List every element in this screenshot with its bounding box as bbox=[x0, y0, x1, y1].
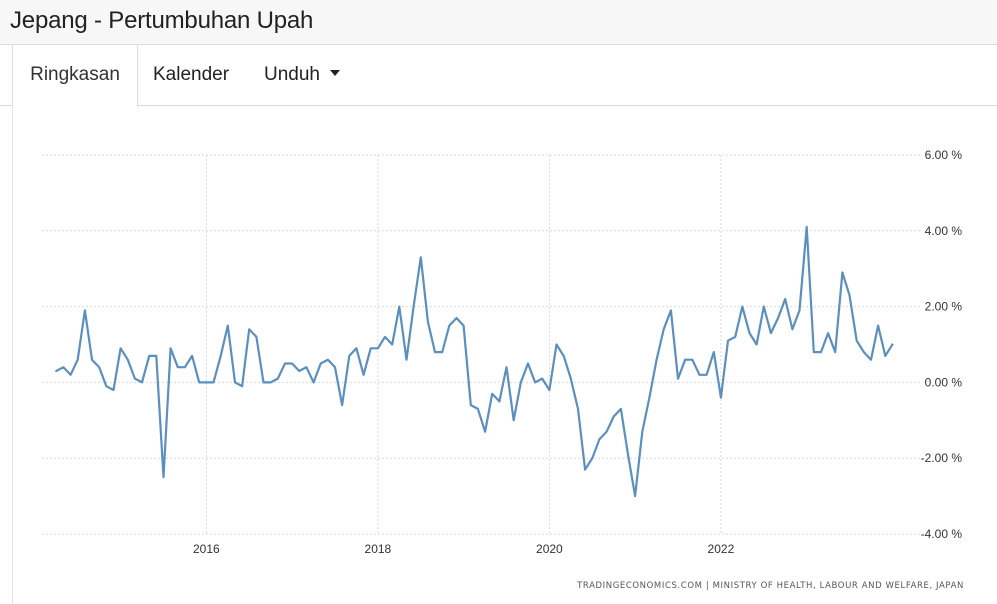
chart-series bbox=[55, 225, 894, 498]
tab-kalender-label: Kalender bbox=[153, 64, 230, 85]
chart-grid bbox=[42, 154, 921, 535]
x-tick-label: 2016 bbox=[193, 542, 220, 556]
y-tick-label: 2.00 % bbox=[925, 300, 963, 314]
y-tick-label: -4.00 % bbox=[921, 527, 963, 541]
tab-unduh-dropdown[interactable]: Unduh bbox=[264, 45, 340, 106]
y-axis-labels: 6.00 % 4.00 % 2.00 % 0.00 % -2.00 % -4.00 % bbox=[921, 148, 963, 541]
tab-ringkasan[interactable]: Ringkasan bbox=[12, 45, 138, 107]
tab-bar: Ringkasan Kalender Unduh bbox=[0, 45, 997, 107]
x-tick-label: 2020 bbox=[536, 542, 563, 556]
chart-source: TRADINGECONOMICS.COM | MINISTRY OF HEALT… bbox=[576, 581, 964, 591]
y-tick-label: -2.00 % bbox=[921, 451, 963, 465]
title-bar: Jepang - Pertumbuhan Upah bbox=[0, 0, 997, 45]
tab-ringkasan-label: Ringkasan bbox=[30, 64, 120, 85]
x-tick-label: 2022 bbox=[708, 542, 735, 556]
y-tick-label: 6.00 % bbox=[925, 148, 963, 162]
y-tick-label: 0.00 % bbox=[925, 375, 963, 389]
y-tick-label: 4.00 % bbox=[925, 224, 963, 238]
panel-left-border bbox=[12, 106, 13, 604]
wage-growth-chart: 6.00 % 4.00 % 2.00 % 0.00 % -2.00 % -4.00 % 2… bbox=[42, 148, 964, 591]
x-tick-label: 2018 bbox=[365, 542, 392, 556]
page-title: Jepang - Pertumbuhan Upah bbox=[10, 7, 314, 34]
x-axis-labels: 2016 2018 2020 2022 bbox=[193, 542, 735, 556]
caret-down-icon bbox=[330, 69, 340, 76]
series-line bbox=[55, 225, 894, 498]
tab-kalender[interactable]: Kalender bbox=[153, 45, 229, 106]
tab-unduh-label: Unduh bbox=[264, 64, 320, 85]
